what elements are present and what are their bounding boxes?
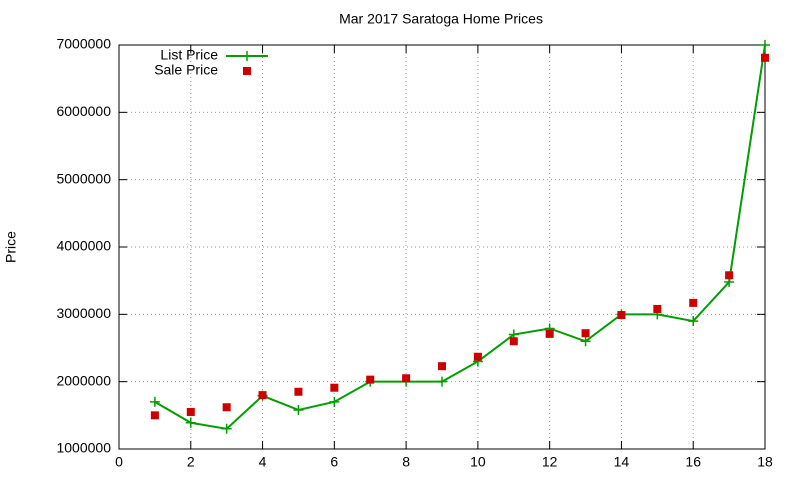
point — [437, 376, 447, 387]
point — [580, 336, 591, 347]
y-tick-label: 1000000 — [56, 440, 111, 456]
x-tick-label: 8 — [402, 454, 410, 470]
legend-swatch — [243, 67, 251, 75]
x-tick-label: 2 — [187, 454, 195, 470]
point — [149, 396, 160, 407]
legend-label: Sale Price — [154, 62, 218, 78]
point — [150, 411, 159, 420]
point — [760, 40, 770, 50]
point — [221, 423, 232, 434]
point — [689, 298, 698, 307]
x-tick-label: 14 — [614, 454, 630, 470]
y-axis-label: Price — [3, 231, 19, 263]
x-tick-label: 4 — [259, 454, 267, 470]
y-tick-label: 5000000 — [56, 170, 111, 186]
point — [617, 311, 626, 320]
point — [725, 271, 734, 280]
point — [438, 362, 446, 371]
x-tick-label: 10 — [470, 454, 486, 470]
point — [653, 304, 662, 313]
y-tick-label: 6000000 — [56, 103, 111, 119]
legend-label: List Price — [160, 47, 218, 63]
point — [581, 329, 590, 338]
chart-title: Mar 2017 Saratoga Home Prices — [339, 11, 543, 27]
point — [545, 329, 554, 338]
x-tick-label: 0 — [115, 454, 123, 470]
point — [294, 387, 303, 396]
point — [293, 404, 304, 415]
y-tick-label: 4000000 — [56, 238, 111, 254]
plot-border — [118, 44, 766, 450]
point — [329, 396, 340, 407]
point — [186, 407, 195, 416]
point — [473, 352, 482, 361]
point — [258, 391, 267, 400]
legend-swatch — [242, 51, 252, 61]
x-tick-label: 6 — [330, 454, 338, 470]
point — [402, 374, 411, 383]
y-tick-label: 2000000 — [56, 372, 111, 388]
x-tick-label: 16 — [685, 454, 701, 470]
point — [185, 417, 196, 428]
x-tick-label: 12 — [542, 454, 558, 470]
x-tick-label: 18 — [757, 454, 773, 470]
point — [688, 316, 699, 327]
series-line — [154, 44, 766, 430]
point — [366, 375, 375, 384]
y-tick-label: 7000000 — [56, 36, 111, 52]
point — [509, 337, 518, 346]
point — [761, 53, 769, 62]
point — [222, 403, 231, 412]
y-tick-label: 3000000 — [56, 305, 111, 321]
point — [330, 383, 339, 392]
